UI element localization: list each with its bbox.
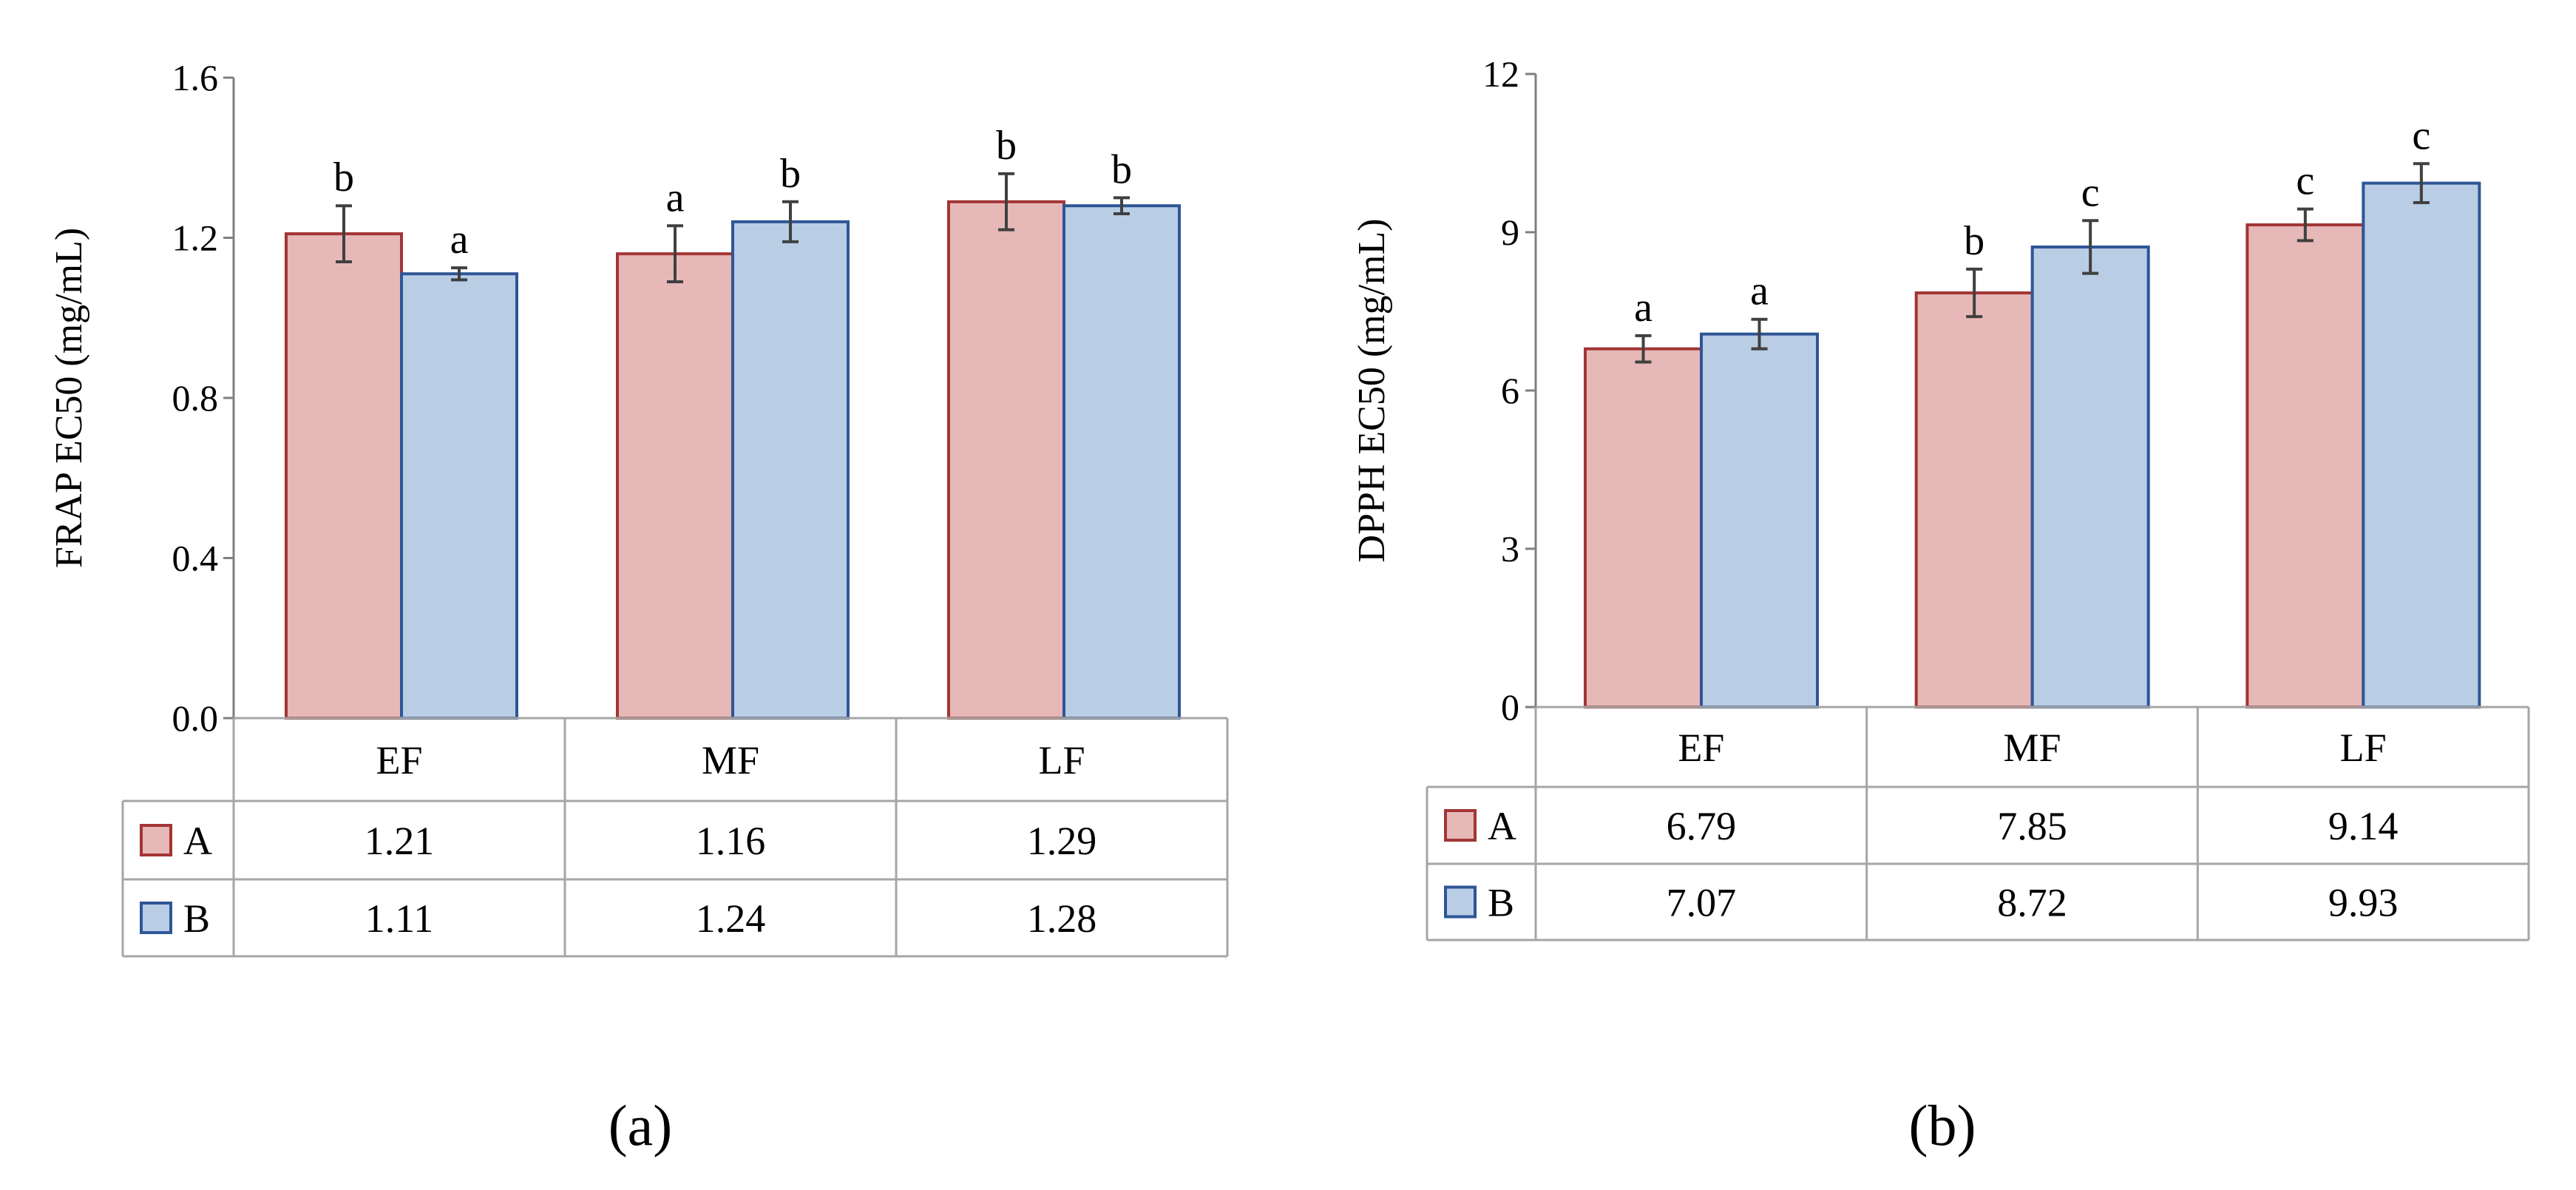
legend-label: A [183,819,212,863]
significance-letter: b [780,151,801,197]
bar-A-LF [947,200,1065,720]
legend-swatch-A [140,824,172,856]
bar-A-MF [616,252,734,720]
significance-letter: c [2412,112,2430,158]
data-label: 1.11 [365,896,434,941]
bar-B-EF [400,272,518,720]
y-tick-label: 0.0 [172,697,219,739]
chart-a: 0.0 0.4 0.8 1.2 1.6 FRAP EC50 (mg/mL) b a b a b b EF… [48,57,1229,1157]
data-label: 1.16 [696,819,766,863]
bar-B-LF [1062,204,1181,720]
legend-swatch-B [1444,885,1477,919]
bar-B-LF [2362,181,2481,709]
significance-letter: c [2296,158,2314,204]
category-label: MF [2003,726,2061,770]
category-label: EF [376,738,422,782]
legend-swatch-A [1444,809,1477,842]
data-label: 1.24 [696,896,766,941]
y-tick-label: 0.8 [172,377,219,419]
bar-A-LF [2245,223,2365,709]
legend-label: B [183,896,210,941]
data-label: 7.07 [1667,881,1737,925]
y-tick-label: 3 [1501,528,1519,569]
y-tick-label: 6 [1501,370,1519,411]
significance-letter: b [1964,218,1984,264]
significance-letter: a [666,175,685,220]
legend-label: A [1488,804,1516,848]
category-label: MF [702,738,759,782]
category-label: LF [2340,726,2387,770]
bar-B-MF [2030,245,2150,709]
y-tick-label: 1.2 [172,217,219,259]
category-label: LF [1038,738,1085,782]
chart-b: 0 3 6 9 12 DPPH EC50 (mg/mL) a b c a c c EF MF LF A 6.79… [1351,53,2530,1157]
y-axis-title: FRAP EC50 (mg/mL) [48,228,90,568]
bar-A-EF [1584,347,1703,709]
data-label: 6.79 [1667,804,1737,848]
y-tick-label: 0 [1501,686,1519,728]
y-tick-label: 1.6 [172,57,219,98]
y-axis-title: DPPH EC50 (mg/mL) [1351,218,1393,562]
bar-B-EF [1700,332,1819,709]
data-label: 7.85 [1997,804,2067,848]
data-label: 9.93 [2328,881,2399,925]
y-tick-label: 9 [1501,212,1519,253]
category-label: EF [1678,726,1724,770]
significance-letter: c [2081,169,2100,215]
bar-B-MF [731,220,850,720]
panel-label: (b) [1909,1093,1976,1157]
data-label: 1.28 [1027,896,1097,941]
data-label: 9.14 [2328,804,2399,848]
data-label: 1.21 [365,819,435,863]
data-label: 8.72 [1997,881,2067,925]
y-tick-label: 12 [1482,53,1519,95]
significance-letter: b [333,155,354,200]
significance-letter: b [1111,146,1132,192]
significance-letter: a [1750,268,1769,314]
legend-swatch-B [140,902,172,934]
panel-label: (a) [609,1093,673,1157]
data-label: 1.29 [1027,819,1097,863]
bar-A-EF [285,232,403,720]
significance-letter: a [450,217,469,263]
legend-label: B [1488,881,1514,925]
significance-letter: b [996,123,1017,169]
bar-A-MF [1914,291,2034,709]
significance-letter: a [1634,285,1653,331]
y-tick-label: 0.4 [172,538,219,579]
